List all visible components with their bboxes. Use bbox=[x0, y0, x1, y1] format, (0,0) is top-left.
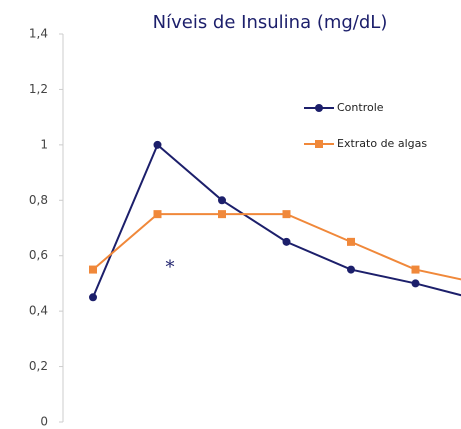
series-line bbox=[92, 213, 461, 281]
legend-marker bbox=[315, 104, 323, 112]
y-tick-label: 0,6 bbox=[29, 248, 48, 262]
point bbox=[282, 210, 291, 219]
legend-marker bbox=[315, 140, 323, 148]
point bbox=[347, 237, 355, 246]
annotation: * bbox=[166, 257, 175, 278]
point bbox=[411, 279, 420, 288]
point bbox=[89, 293, 97, 302]
point bbox=[218, 196, 226, 205]
y-tick-label: 0,2 bbox=[29, 359, 48, 373]
legend-label: Extrato de algas bbox=[337, 137, 427, 150]
point bbox=[282, 237, 291, 246]
point bbox=[153, 140, 162, 149]
y-tick-label: 0 bbox=[40, 415, 48, 429]
point bbox=[218, 210, 226, 219]
y-tick-label: 1,4 bbox=[29, 27, 48, 41]
y-tick-label: 1 bbox=[40, 137, 48, 151]
chart-title: Níveis de Insulina (mg/dL) bbox=[153, 12, 388, 33]
point bbox=[153, 210, 162, 219]
y-tick-label: 0,8 bbox=[29, 193, 48, 207]
point bbox=[347, 265, 355, 274]
y-tick-label: 0,4 bbox=[29, 304, 48, 318]
y-tick-label: 1,2 bbox=[29, 82, 48, 96]
point bbox=[411, 265, 420, 274]
legend-label: Controle bbox=[337, 101, 384, 114]
point bbox=[89, 265, 97, 274]
